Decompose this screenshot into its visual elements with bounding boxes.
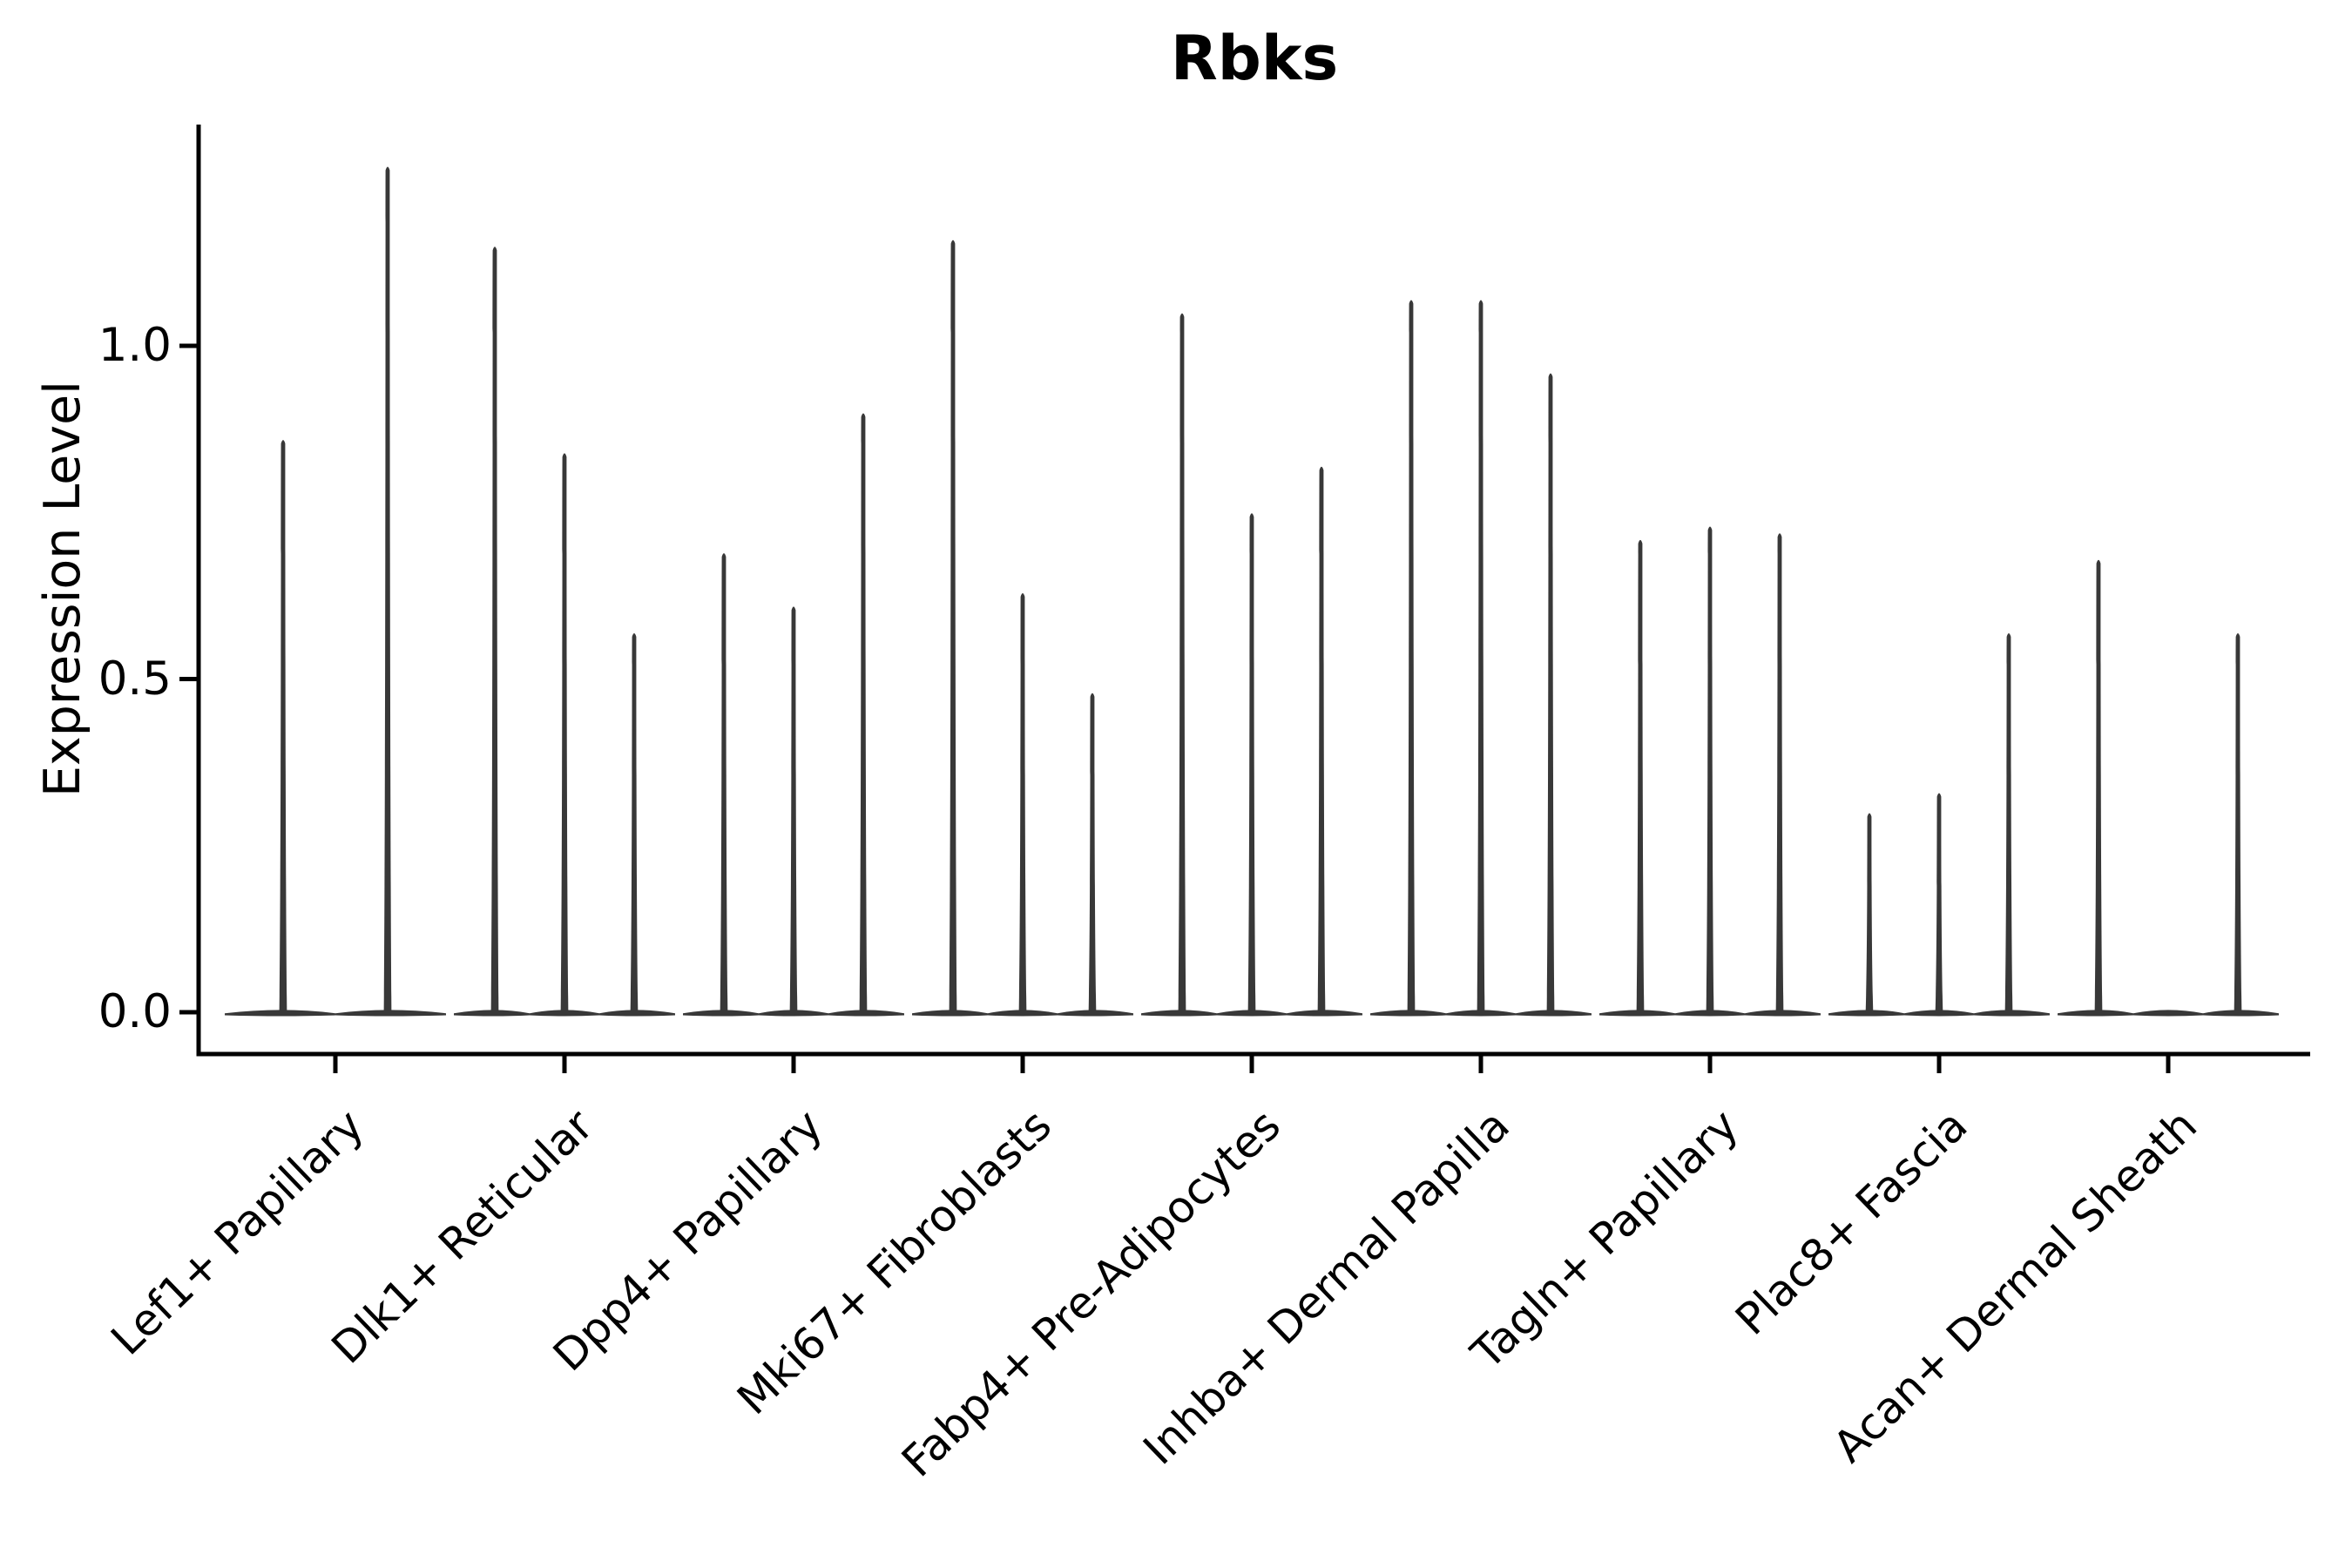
- violin-spike: [1317, 466, 1326, 1014]
- y-tick-label: 0.5: [98, 652, 172, 706]
- violin-spike: [1935, 793, 1943, 1014]
- y-tick-label: 1.0: [98, 319, 172, 372]
- violin-spike: [1865, 813, 1874, 1014]
- violin-spike: [1247, 513, 1256, 1014]
- violin-spike: [1477, 300, 1485, 1014]
- violin-spike: [2094, 559, 2103, 1014]
- violin-spike: [1407, 300, 1416, 1014]
- violin-spike: [1178, 313, 1186, 1014]
- violin-spike: [1546, 373, 1555, 1015]
- violin-base: [225, 1010, 446, 1017]
- violin-spike: [1636, 539, 1645, 1014]
- violin-base: [2058, 1010, 2279, 1017]
- violin-spike: [720, 553, 728, 1014]
- violin-spike: [859, 413, 868, 1014]
- violin-spike: [2004, 632, 2013, 1014]
- chart-title: Rbks: [1170, 23, 1339, 94]
- violin-spike: [1088, 693, 1097, 1014]
- y-tick-label: 0.0: [98, 985, 172, 1038]
- violin-spike: [383, 166, 392, 1014]
- violin-spike: [279, 440, 287, 1015]
- violin-spike: [1775, 533, 1784, 1014]
- violin-spike: [630, 632, 639, 1014]
- violin-spike: [1706, 526, 1714, 1014]
- violin-spike: [1018, 593, 1027, 1014]
- violin-spike: [789, 606, 798, 1014]
- violin-spike: [949, 240, 957, 1015]
- violin-spike: [490, 247, 499, 1014]
- violin-spike: [560, 453, 569, 1014]
- violin-spike: [2234, 632, 2242, 1014]
